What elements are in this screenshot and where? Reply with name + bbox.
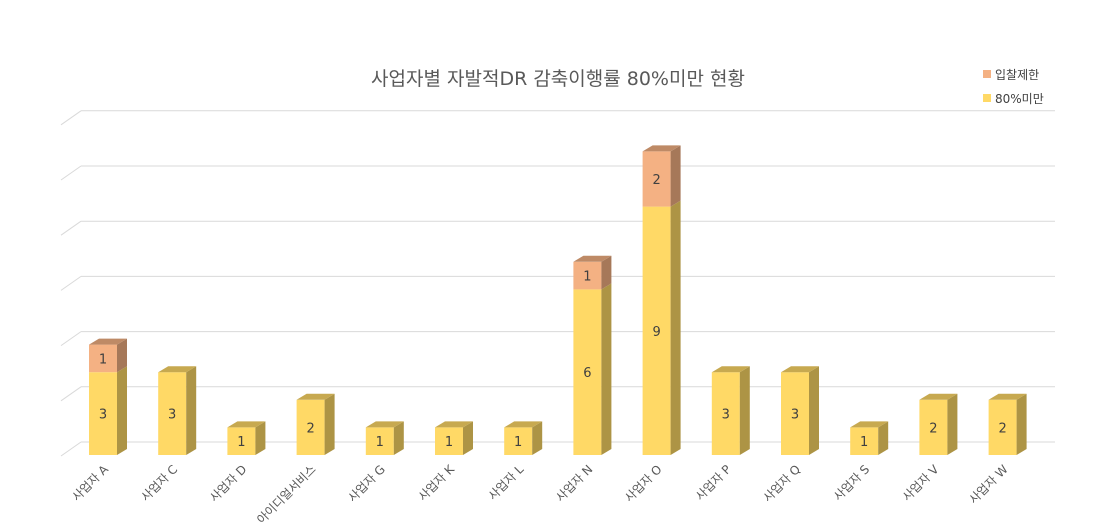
x-tick-label: 사업자 N bbox=[553, 462, 595, 504]
x-tick-label: 사업자 W bbox=[966, 462, 1011, 507]
data-label: 9 bbox=[652, 325, 660, 340]
bar-side bbox=[186, 366, 197, 455]
x-tick-label: 아이디얼서비스 bbox=[254, 462, 319, 527]
data-label: 1 bbox=[445, 435, 453, 450]
data-label: 1 bbox=[583, 270, 591, 285]
data-label: 3 bbox=[791, 408, 799, 423]
bar-top bbox=[435, 421, 473, 428]
bar-under-80 bbox=[365, 427, 394, 455]
bar-side bbox=[117, 338, 127, 373]
bar-top bbox=[711, 366, 750, 373]
gridline-side bbox=[60, 275, 82, 291]
bar-under-80 bbox=[711, 372, 740, 455]
data-label: 3 bbox=[722, 408, 730, 423]
legend-item-bid-restriction: 입찰제한 bbox=[983, 62, 1044, 86]
x-tick-label: 사업자 C bbox=[138, 462, 180, 504]
x-tick-label: 사업자 K bbox=[416, 461, 458, 503]
bar-side bbox=[255, 421, 266, 455]
data-label: 3 bbox=[168, 408, 176, 423]
data-label: 1 bbox=[99, 352, 107, 367]
bar-under-80 bbox=[919, 399, 948, 455]
data-label: 2 bbox=[998, 421, 1006, 436]
x-tick-label: 사업자 V bbox=[900, 462, 942, 504]
bar-side bbox=[1016, 393, 1027, 455]
data-label: 2 bbox=[306, 421, 314, 436]
bar-top bbox=[988, 393, 1027, 400]
bar-under-80 bbox=[227, 427, 256, 455]
bar-side bbox=[532, 421, 543, 455]
x-tick-label: 사업자 A bbox=[69, 462, 111, 504]
x-tick-label: 사업자 P bbox=[693, 462, 734, 503]
bar-bid-restriction bbox=[642, 151, 671, 207]
chart-title: 사업자별 자발적DR 감축이행률 80%미만 현황 bbox=[371, 68, 745, 90]
data-label: 1 bbox=[237, 435, 245, 450]
bar-top bbox=[296, 393, 335, 400]
bar-top bbox=[227, 421, 266, 428]
bar-side bbox=[601, 255, 612, 290]
x-tick-label: 사업자 D bbox=[207, 462, 250, 505]
legend: 입찰제한 80%미만 bbox=[983, 62, 1044, 110]
data-label: 3 bbox=[99, 408, 107, 423]
bar-side bbox=[947, 393, 958, 455]
bar-top bbox=[573, 255, 612, 262]
bar-top bbox=[89, 338, 127, 345]
bar-top bbox=[919, 393, 958, 400]
data-label: 1 bbox=[860, 435, 868, 450]
bar-under-80 bbox=[573, 289, 602, 455]
legend-swatch-under-80 bbox=[983, 94, 991, 102]
data-label: 1 bbox=[514, 435, 522, 450]
bar-under-80 bbox=[89, 372, 117, 455]
bar-under-80 bbox=[435, 427, 463, 455]
gridline-side bbox=[60, 441, 82, 457]
data-label: 1 bbox=[376, 435, 384, 450]
legend-swatch-bid-restriction bbox=[983, 70, 991, 78]
bar-side bbox=[117, 366, 127, 455]
data-label: 2 bbox=[929, 421, 937, 436]
x-tick-label: 사업자 O bbox=[622, 462, 665, 505]
bar-under-80 bbox=[642, 206, 671, 455]
bar-top bbox=[158, 366, 197, 373]
bar-under-80 bbox=[850, 427, 879, 455]
bar-side bbox=[393, 421, 404, 455]
data-label: 6 bbox=[583, 366, 591, 381]
legend-label-bid-restriction: 입찰제한 bbox=[995, 67, 1040, 82]
bar-top bbox=[365, 421, 404, 428]
bar-side bbox=[739, 366, 750, 455]
bar-side bbox=[324, 393, 335, 455]
bar-top bbox=[504, 421, 543, 428]
bar-under-80 bbox=[781, 372, 809, 455]
data-label: 2 bbox=[652, 173, 660, 188]
legend-item-under-80: 80%미만 bbox=[983, 86, 1044, 110]
bar-under-80 bbox=[988, 399, 1017, 455]
gridline-side bbox=[60, 110, 82, 126]
bar-top bbox=[850, 421, 889, 428]
bar-side bbox=[809, 366, 819, 455]
x-tick-label: 사업자 G bbox=[345, 462, 388, 505]
bar-bid-restriction bbox=[89, 344, 117, 373]
bar-side bbox=[463, 421, 473, 455]
bar-side bbox=[670, 200, 681, 455]
x-tick-label: 사업자 Q bbox=[760, 462, 803, 505]
bar-side bbox=[878, 421, 889, 455]
gridline-side bbox=[60, 386, 82, 402]
x-tick-label: 사업자 L bbox=[486, 462, 527, 503]
bar-under-80 bbox=[504, 427, 533, 455]
gridline-side bbox=[60, 331, 82, 347]
bar-side bbox=[601, 283, 612, 455]
x-tick-label: 사업자 S bbox=[831, 462, 872, 503]
bar-bid-restriction bbox=[573, 261, 602, 290]
bar-side bbox=[670, 145, 681, 207]
bar-top bbox=[642, 145, 681, 152]
gridline-side bbox=[60, 165, 82, 181]
gridline-side bbox=[60, 220, 82, 236]
legend-label-under-80: 80%미만 bbox=[995, 91, 1044, 106]
bar-under-80 bbox=[158, 372, 187, 455]
bar-top bbox=[781, 366, 819, 373]
bar-under-80 bbox=[296, 399, 325, 455]
